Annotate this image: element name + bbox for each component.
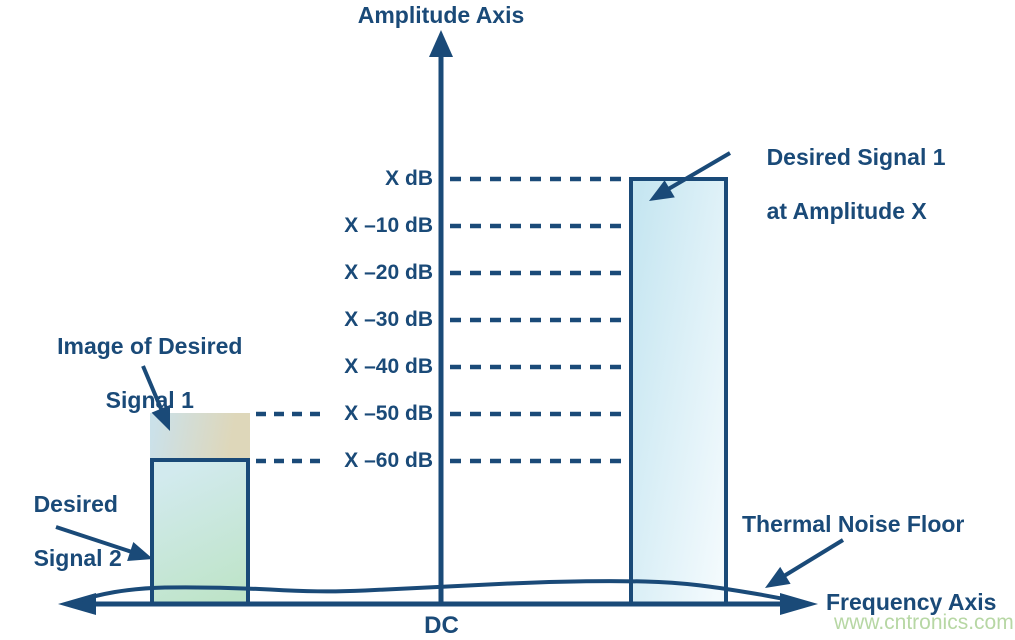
frequency-axis-right-arrowhead-icon [780, 593, 818, 615]
level-label-x-60db: X –60 dB [344, 449, 433, 472]
level-label-x-20db: X –20 dB [344, 261, 433, 284]
desired-signal-2-bar [150, 458, 250, 606]
image-of-desired-signal-1-label-line1: Image of Desired [57, 333, 243, 359]
desired-signal-1-label-line2: at Amplitude X [766, 198, 927, 224]
thermal-noise-floor-arrow-icon [765, 538, 845, 588]
desired-signal-1-label: Desired Signal 1 at Amplitude X [741, 117, 946, 252]
level-label-x-30db: X –30 dB [344, 308, 433, 331]
image-of-desired-signal-1-label: Image of Desired Signal 1 [31, 306, 243, 441]
level-label-x-10db: X –10 dB [344, 214, 433, 237]
desired-signal-2-label: Desired Signal 2 [8, 464, 122, 599]
desired-signal-2-label-line1: Desired [33, 491, 118, 517]
image-of-desired-signal-1-label-line2: Signal 1 [105, 387, 194, 413]
thermal-noise-floor-label: Thermal Noise Floor [742, 511, 965, 537]
level-label-xdb: X dB [385, 167, 433, 190]
dc-origin-label: DC [424, 612, 459, 639]
level-label-x-40db: X –40 dB [344, 355, 433, 378]
level-label-x-50db: X –50 dB [344, 402, 433, 425]
desired-signal-1-label-line1: Desired Signal 1 [766, 144, 946, 170]
desired-signal-2-label-line2: Signal 2 [33, 545, 122, 571]
frequency-axis-title: Frequency Axis [826, 589, 997, 615]
watermark-text: www.cntronics.com [834, 611, 1014, 634]
amplitude-axis-title: Amplitude Axis [357, 2, 525, 28]
amplitude-axis-arrowhead-icon [429, 30, 453, 57]
desired-signal-1-bar [629, 177, 728, 606]
